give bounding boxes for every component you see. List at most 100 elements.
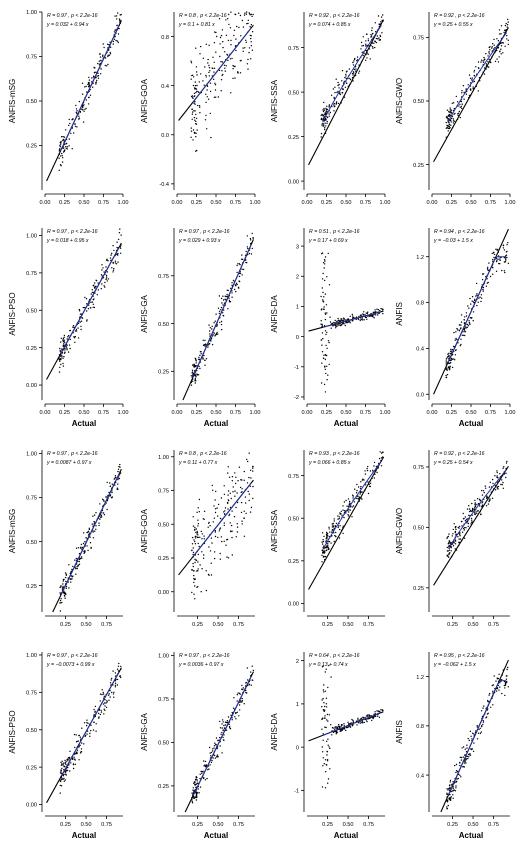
data-point <box>214 335 216 337</box>
data-point <box>357 717 359 719</box>
data-point <box>320 132 323 135</box>
data-point <box>249 34 251 37</box>
data-point <box>113 249 115 252</box>
data-point <box>106 481 108 484</box>
data-point <box>496 486 498 488</box>
data-point <box>191 74 193 77</box>
data-point <box>108 693 110 695</box>
data-point <box>473 75 476 77</box>
data-point <box>445 376 447 379</box>
data-point <box>500 53 502 55</box>
data-point <box>446 127 448 129</box>
scatter-panel-2: -0.40.00.40.80.00 0.25 0.50 0.75 1.00ANFIS-G… <box>140 11 260 206</box>
data-point <box>110 254 112 256</box>
data-point <box>450 550 452 552</box>
data-point <box>88 96 90 99</box>
data-point <box>206 96 208 98</box>
data-point <box>499 51 501 53</box>
data-point <box>86 719 88 721</box>
data-point <box>109 46 112 48</box>
data-point <box>332 526 335 528</box>
data-point <box>368 485 371 488</box>
data-point <box>114 475 117 477</box>
data-point <box>191 792 193 794</box>
data-point <box>505 258 507 261</box>
data-point <box>454 790 457 792</box>
data-point <box>213 332 215 334</box>
equation-label: y = 0.13 + 0.74 x <box>308 662 348 668</box>
data-point <box>234 77 236 79</box>
data-point <box>212 489 214 491</box>
data-point <box>366 720 368 723</box>
correlation-label: R = 0.97 , p < 2.2e-16 <box>179 229 230 235</box>
data-point <box>109 485 112 488</box>
data-point <box>462 527 465 530</box>
data-point <box>74 125 77 128</box>
data-point <box>325 541 327 543</box>
x-tick-label: 1.00 <box>250 200 261 206</box>
correlation-label: R = 0.95 , p < 2.2e-16 <box>434 653 485 659</box>
data-point <box>369 470 372 472</box>
data-point <box>233 516 236 518</box>
data-point <box>196 374 199 376</box>
data-point <box>339 730 341 732</box>
data-point <box>448 122 450 124</box>
data-point <box>492 704 494 706</box>
data-point <box>323 551 325 553</box>
data-point <box>371 29 373 32</box>
data-point <box>335 531 337 534</box>
data-point <box>325 668 327 670</box>
data-point <box>372 314 374 316</box>
data-point <box>359 493 361 495</box>
data-point <box>112 43 115 45</box>
data-point <box>120 13 122 16</box>
data-point <box>465 762 467 764</box>
data-point <box>235 290 237 293</box>
data-point <box>364 473 367 475</box>
correlation-label: R = 0.97 , p < 2.2e-16 <box>179 653 230 659</box>
data-point <box>347 514 349 516</box>
data-point <box>65 346 68 348</box>
data-point <box>59 592 61 594</box>
data-point <box>373 461 376 464</box>
data-point <box>343 80 345 83</box>
scatter-points <box>321 451 384 563</box>
y-tick-label: 0.25 <box>413 163 424 169</box>
data-point <box>327 738 329 740</box>
data-point <box>242 687 244 689</box>
data-point <box>446 373 449 376</box>
data-point <box>197 553 199 556</box>
data-point <box>231 530 233 532</box>
data-point <box>80 543 83 546</box>
data-point <box>504 261 506 263</box>
data-point <box>78 759 80 761</box>
data-point <box>475 295 477 297</box>
data-point <box>477 90 479 92</box>
data-point <box>325 539 327 541</box>
data-point <box>191 549 193 552</box>
data-point <box>201 533 203 535</box>
data-point <box>333 97 335 100</box>
data-point <box>107 43 109 45</box>
data-point <box>481 297 483 299</box>
data-point <box>499 259 501 262</box>
data-point <box>464 316 466 318</box>
data-point <box>348 502 351 504</box>
data-point <box>324 279 326 282</box>
data-point <box>363 319 365 321</box>
data-point <box>193 570 195 572</box>
data-point <box>328 526 330 528</box>
data-point <box>209 112 211 115</box>
scatter-points <box>59 463 122 612</box>
data-point <box>474 499 476 502</box>
data-point <box>195 376 197 378</box>
data-point <box>450 110 452 113</box>
data-point <box>472 86 474 88</box>
data-point <box>448 110 450 113</box>
data-point <box>120 665 122 668</box>
data-point <box>62 157 64 159</box>
data-point <box>363 311 365 313</box>
data-point <box>226 721 229 724</box>
data-point <box>116 488 118 490</box>
data-point <box>323 691 325 693</box>
